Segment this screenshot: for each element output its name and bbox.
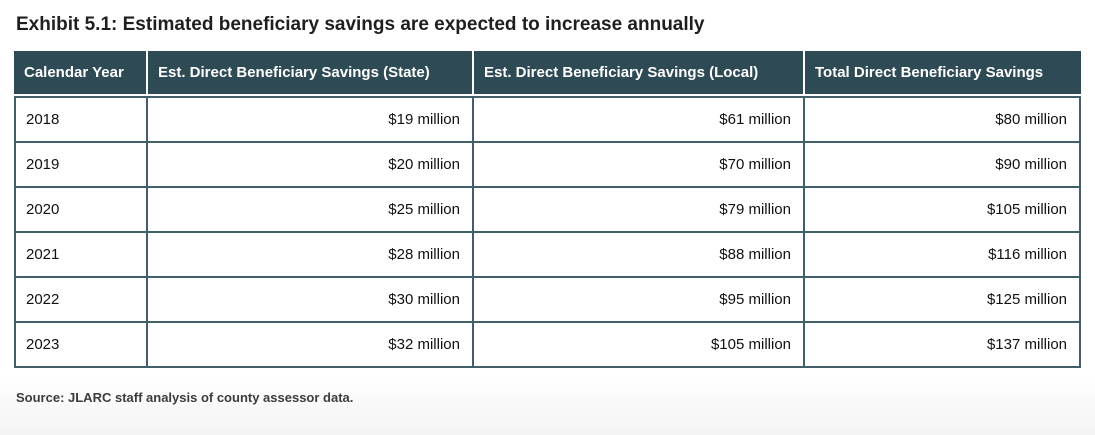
column-header: Calendar Year bbox=[14, 51, 146, 96]
table-row: 2021 $28 million $88 million $116 million bbox=[14, 231, 1081, 276]
value-cell: $32 million bbox=[146, 321, 472, 368]
year-cell: 2018 bbox=[14, 96, 146, 141]
value-cell: $95 million bbox=[472, 276, 803, 321]
table-row: 2018 $19 million $61 million $80 million bbox=[14, 96, 1081, 141]
header-row: Calendar Year Est. Direct Beneficiary Sav… bbox=[14, 51, 1081, 96]
year-cell: 2021 bbox=[14, 231, 146, 276]
value-cell: $90 million bbox=[803, 141, 1081, 186]
column-header: Est. Direct Beneficiary Savings (Local) bbox=[472, 51, 803, 96]
value-cell: $80 million bbox=[803, 96, 1081, 141]
value-cell: $70 million bbox=[472, 141, 803, 186]
value-cell: $61 million bbox=[472, 96, 803, 141]
table-header: Calendar Year Est. Direct Beneficiary Sav… bbox=[14, 51, 1081, 96]
value-cell: $88 million bbox=[472, 231, 803, 276]
year-cell: 2019 bbox=[14, 141, 146, 186]
value-cell: $116 million bbox=[803, 231, 1081, 276]
table-body: 2018 $19 million $61 million $80 million 201… bbox=[14, 96, 1081, 368]
source-note: Source: JLARC staff analysis of county a… bbox=[16, 390, 354, 405]
value-cell: $105 million bbox=[472, 321, 803, 368]
year-cell: 2022 bbox=[14, 276, 146, 321]
table-row: 2020 $25 million $79 million $105 million bbox=[14, 186, 1081, 231]
value-cell: $25 million bbox=[146, 186, 472, 231]
table-row: 2022 $30 million $95 million $125 million bbox=[14, 276, 1081, 321]
value-cell: $28 million bbox=[146, 231, 472, 276]
value-cell: $20 million bbox=[146, 141, 472, 186]
value-cell: $125 million bbox=[803, 276, 1081, 321]
column-header: Est. Direct Beneficiary Savings (State) bbox=[146, 51, 472, 96]
table-row: 2023 $32 million $105 million $137 million bbox=[14, 321, 1081, 368]
savings-table: Calendar Year Est. Direct Beneficiary Sav… bbox=[14, 51, 1081, 368]
page-title: Exhibit 5.1: Estimated beneficiary savin… bbox=[16, 14, 705, 35]
table-row: 2019 $20 million $70 million $90 million bbox=[14, 141, 1081, 186]
year-cell: 2020 bbox=[14, 186, 146, 231]
value-cell: $137 million bbox=[803, 321, 1081, 368]
value-cell: $30 million bbox=[146, 276, 472, 321]
value-cell: $19 million bbox=[146, 96, 472, 141]
value-cell: $105 million bbox=[803, 186, 1081, 231]
value-cell: $79 million bbox=[472, 186, 803, 231]
year-cell: 2023 bbox=[14, 321, 146, 368]
column-header: Total Direct Beneficiary Savings bbox=[803, 51, 1081, 96]
